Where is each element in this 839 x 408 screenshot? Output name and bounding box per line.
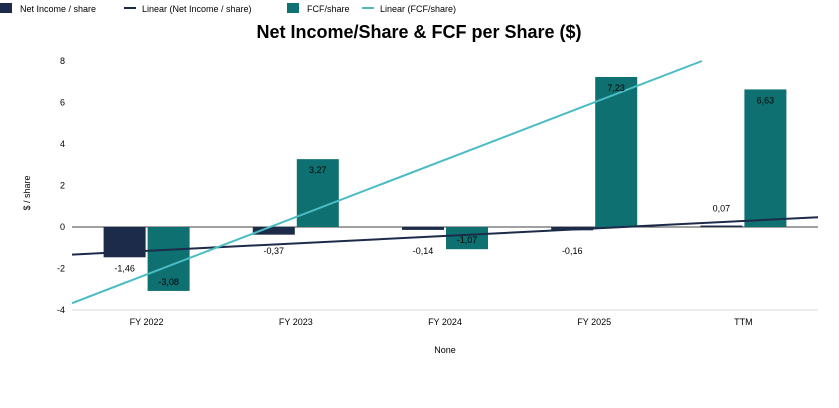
legend-swatch [287, 3, 299, 13]
net-income-data-label: -0,14 [413, 246, 434, 256]
net-income-trendline [71, 216, 819, 256]
y-axis-title: $ / share [22, 175, 32, 210]
net-income-bar [252, 227, 295, 235]
net-income-bar [402, 227, 444, 230]
legend-label: Net Income / share [20, 4, 96, 14]
net-income-data-label: 0,07 [713, 204, 731, 214]
x-axis-title: None [434, 345, 456, 355]
x-tick-label: TTM [734, 317, 753, 327]
y-tick-label: 6 [60, 98, 65, 108]
net-income-bar [700, 225, 743, 227]
legend-label: FCF/share [307, 4, 350, 14]
fcf-data-label: 3,27 [309, 165, 327, 175]
fcf-bar [446, 227, 488, 250]
fcf-data-label: 6,63 [757, 95, 775, 105]
x-tick-label: FY 2022 [130, 317, 164, 327]
y-tick-label: -4 [57, 305, 65, 315]
chart-title: Net Income/Share & FCF per Share ($) [256, 22, 581, 42]
x-tick-label: FY 2024 [428, 317, 462, 327]
x-tick-label: FY 2025 [577, 317, 611, 327]
y-tick-label: -2 [57, 264, 65, 274]
net-income-data-label: -0,37 [264, 246, 285, 256]
fcf-bar [296, 159, 339, 227]
fcf-data-label: -1,07 [457, 235, 478, 245]
fcf-bar [147, 227, 190, 291]
y-tick-label: 4 [60, 139, 65, 149]
fcf-trendline [71, 60, 703, 305]
y-tick-label: 0 [60, 222, 65, 232]
legend-label: Linear (FCF/share) [380, 4, 456, 14]
fcf-data-label: 7,23 [607, 83, 625, 93]
fcf-bar [744, 89, 787, 228]
fcf-bar [595, 76, 638, 227]
legend-label: Linear (Net Income / share) [142, 4, 252, 14]
legend: Net Income / share Linear (Net Income / s… [0, 3, 456, 14]
y-tick-label: 2 [60, 181, 65, 191]
plot-area: -4 -2 0 2 4 6 8 FY 2022 FY 2023 FY 2024 FY 2025 TTM… [57, 56, 819, 327]
fcf-data-label: -3,08 [158, 277, 179, 287]
x-tick-label: FY 2023 [279, 317, 313, 327]
net-income-data-label: -0,16 [562, 246, 583, 256]
net-income-data-label: -1,46 [114, 263, 135, 273]
legend-swatch [0, 3, 12, 13]
y-tick-label: 8 [60, 56, 65, 66]
